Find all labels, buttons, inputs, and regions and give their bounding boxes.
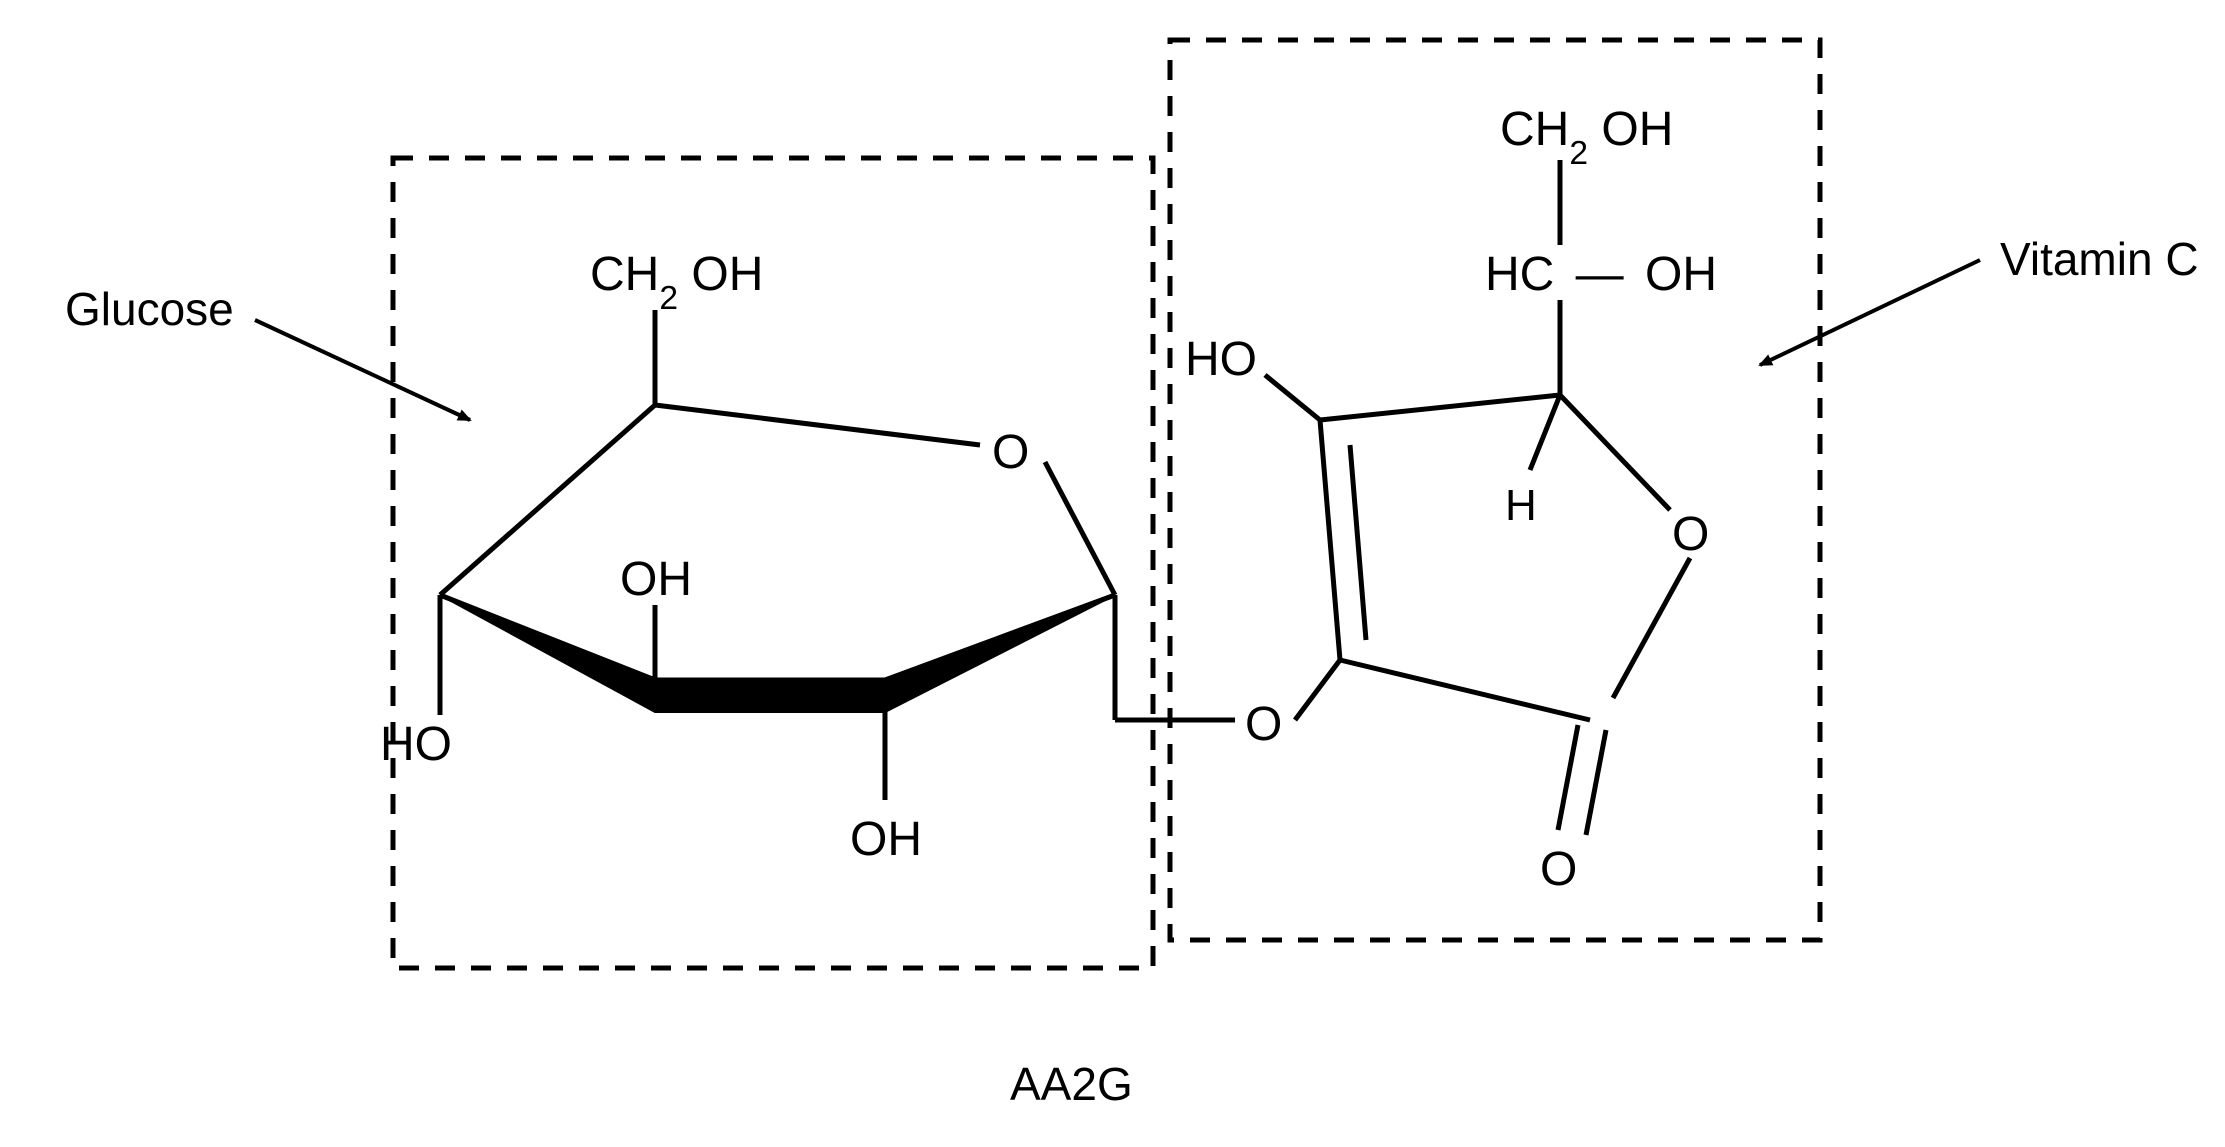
vitamin-c-structure: CH2 OH HC — OH H HO O O O — [1185, 103, 1717, 896]
glucose-ring-o-label: O — [992, 426, 1029, 479]
vitc-ch2oh-label: CH2 OH — [1500, 103, 1673, 172]
glucose-annotation-label: Glucose — [65, 283, 234, 335]
vitamin-c-arrow — [1760, 260, 1980, 365]
glucose-oh-bottom-label: OH — [850, 813, 922, 866]
glucose-arrow — [255, 320, 470, 420]
figure-canvas: CH2 OH O HO OH OH — [0, 0, 2225, 1147]
glucose-ho-left-label: HO — [380, 718, 452, 771]
glucose-oh-mid-label: OH — [620, 553, 692, 606]
chemical-diagram-svg: CH2 OH O HO OH OH — [0, 0, 2225, 1147]
vitc-hc-oh-label: HC — OH — [1485, 248, 1717, 301]
glucose-box — [393, 158, 1153, 968]
vitc-ho-left-label: HO — [1185, 333, 1257, 386]
vitc-carbonyl-o-label: O — [1540, 843, 1577, 896]
vitamin-c-box — [1170, 40, 1820, 940]
glucose-ch2oh-label: CH2 OH — [590, 248, 763, 317]
vitc-h-stereo-label: H — [1505, 481, 1537, 530]
vitc-ring-o-label: O — [1672, 508, 1709, 561]
glucose-structure: CH2 OH O HO OH OH — [380, 248, 1235, 866]
vitamin-c-annotation-label: Vitamin C — [2000, 233, 2199, 285]
figure-caption: AA2G — [1010, 1058, 1133, 1110]
vitc-bridge-o-label: O — [1245, 698, 1282, 751]
